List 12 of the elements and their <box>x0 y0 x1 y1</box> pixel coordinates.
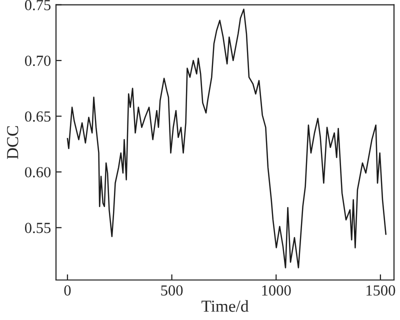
x-tick-label: 0 <box>64 285 71 296</box>
x-tick-label: 1000 <box>262 285 291 296</box>
y-tick-label: 0.70 <box>24 56 51 66</box>
y-tick-label: 0.75 <box>24 0 51 10</box>
y-tick-label: 0.55 <box>24 222 51 234</box>
y-tick-label: 0.65 <box>24 111 51 122</box>
x-tick-label: 1500 <box>366 285 396 296</box>
y-tick-label: 0.60 <box>24 167 51 178</box>
x-tick-label: 500 <box>161 285 183 296</box>
x-axis-title: Time/d <box>202 300 249 312</box>
y-axis-title: DCC <box>7 126 18 160</box>
line-series <box>66 8 386 268</box>
